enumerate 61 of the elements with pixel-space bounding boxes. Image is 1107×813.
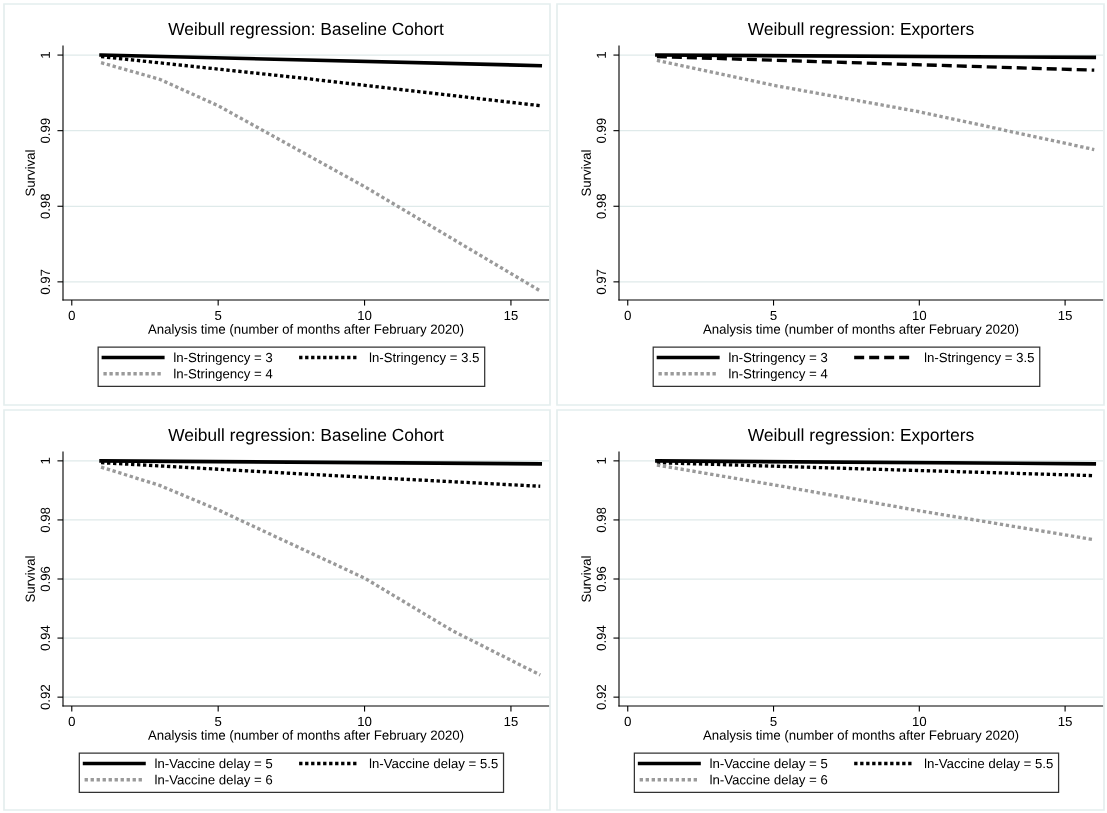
legend-label: ln-Vaccine delay = 5.5 (369, 758, 498, 771)
x-tick-label: 10 (358, 310, 372, 321)
x-axis-title: Analysis time (number of months after February 2020) (148, 324, 464, 337)
legend-label: ln-Stringency = 4 (729, 368, 828, 382)
x-tick-label: 5 (770, 310, 777, 321)
legend-label: ln-Stringency = 3.5 (924, 352, 1034, 365)
legend-label: ln-Vaccine delay = 5.5 (924, 758, 1053, 771)
chart-title: Weibull regression: Exporters (747, 428, 974, 445)
y-tick-label: 0.98 (40, 507, 50, 533)
y-tick-label: 0.98 (40, 193, 50, 219)
x-tick-label: 10 (912, 310, 927, 321)
y-axis-title: Survival (25, 150, 35, 196)
y-tick-label: 0.92 (40, 684, 50, 710)
y-tick-label: 0.92 (596, 684, 606, 710)
x-tick-label: 0 (624, 310, 631, 321)
x-tick-label: 10 (358, 716, 372, 727)
legend-label: ln-Vaccine delay = 5 (155, 758, 273, 771)
legend-label: ln-Stringency = 3 (729, 352, 828, 365)
legend-label: ln-Vaccine delay = 6 (155, 774, 273, 788)
x-tick-label: 5 (770, 716, 777, 727)
x-tick-label: 15 (1058, 310, 1072, 321)
x-tick-label: 0 (68, 716, 75, 727)
y-tick-label: 0.99 (596, 118, 606, 143)
legend-label: ln-Stringency = 4 (174, 368, 273, 382)
legend-label: ln-Stringency = 3 (174, 352, 273, 365)
line-series (99, 465, 542, 677)
legend-label: ln-Vaccine delay = 5 (710, 758, 828, 771)
y-axis-title: Survival (25, 556, 35, 602)
y-tick-label: 0.94 (40, 625, 50, 651)
x-axis-title: Analysis time (number of months after February 2020) (148, 730, 464, 743)
x-tick-label: 10 (912, 716, 927, 727)
legend-label: ln-Vaccine delay = 6 (710, 774, 828, 788)
x-tick-label: 5 (215, 310, 222, 321)
chart-title: Weibull regression: Baseline Cohort (168, 22, 444, 39)
x-tick-label: 15 (504, 716, 518, 727)
y-tick-label: 1 (40, 52, 50, 58)
x-axis-title: Analysis time (number of months after February 2020) (703, 730, 1019, 743)
x-tick-label: 15 (1058, 716, 1072, 727)
y-tick-label: 0.98 (596, 193, 606, 219)
y-tick-label: 1 (40, 457, 50, 464)
x-tick-label: 0 (624, 716, 631, 727)
y-tick-label: 0.96 (596, 566, 606, 592)
chart-title: Weibull regression: Baseline Cohort (168, 428, 444, 445)
y-tick-label: 0.96 (40, 566, 50, 592)
x-tick-label: 5 (215, 716, 222, 727)
y-axis-title: Survival (581, 556, 591, 602)
y-tick-label: 0.94 (596, 625, 606, 651)
legend-label: ln-Stringency = 3.5 (369, 352, 479, 365)
y-tick-label: 0.99 (40, 118, 50, 143)
y-tick-label: 0.97 (40, 269, 50, 295)
y-tick-label: 0.97 (596, 269, 606, 295)
line-series (655, 58, 1096, 152)
y-tick-label: 1 (596, 52, 606, 58)
chart-title: Weibull regression: Exporters (747, 22, 974, 39)
y-tick-label: 0.98 (596, 507, 606, 533)
x-tick-label: 15 (504, 310, 518, 321)
x-tick-label: 0 (68, 310, 75, 321)
y-axis-title: Survival (581, 150, 591, 196)
y-tick-label: 1 (596, 457, 606, 464)
line-series (99, 60, 542, 293)
x-axis-title: Analysis time (number of months after February 2020) (703, 324, 1019, 337)
